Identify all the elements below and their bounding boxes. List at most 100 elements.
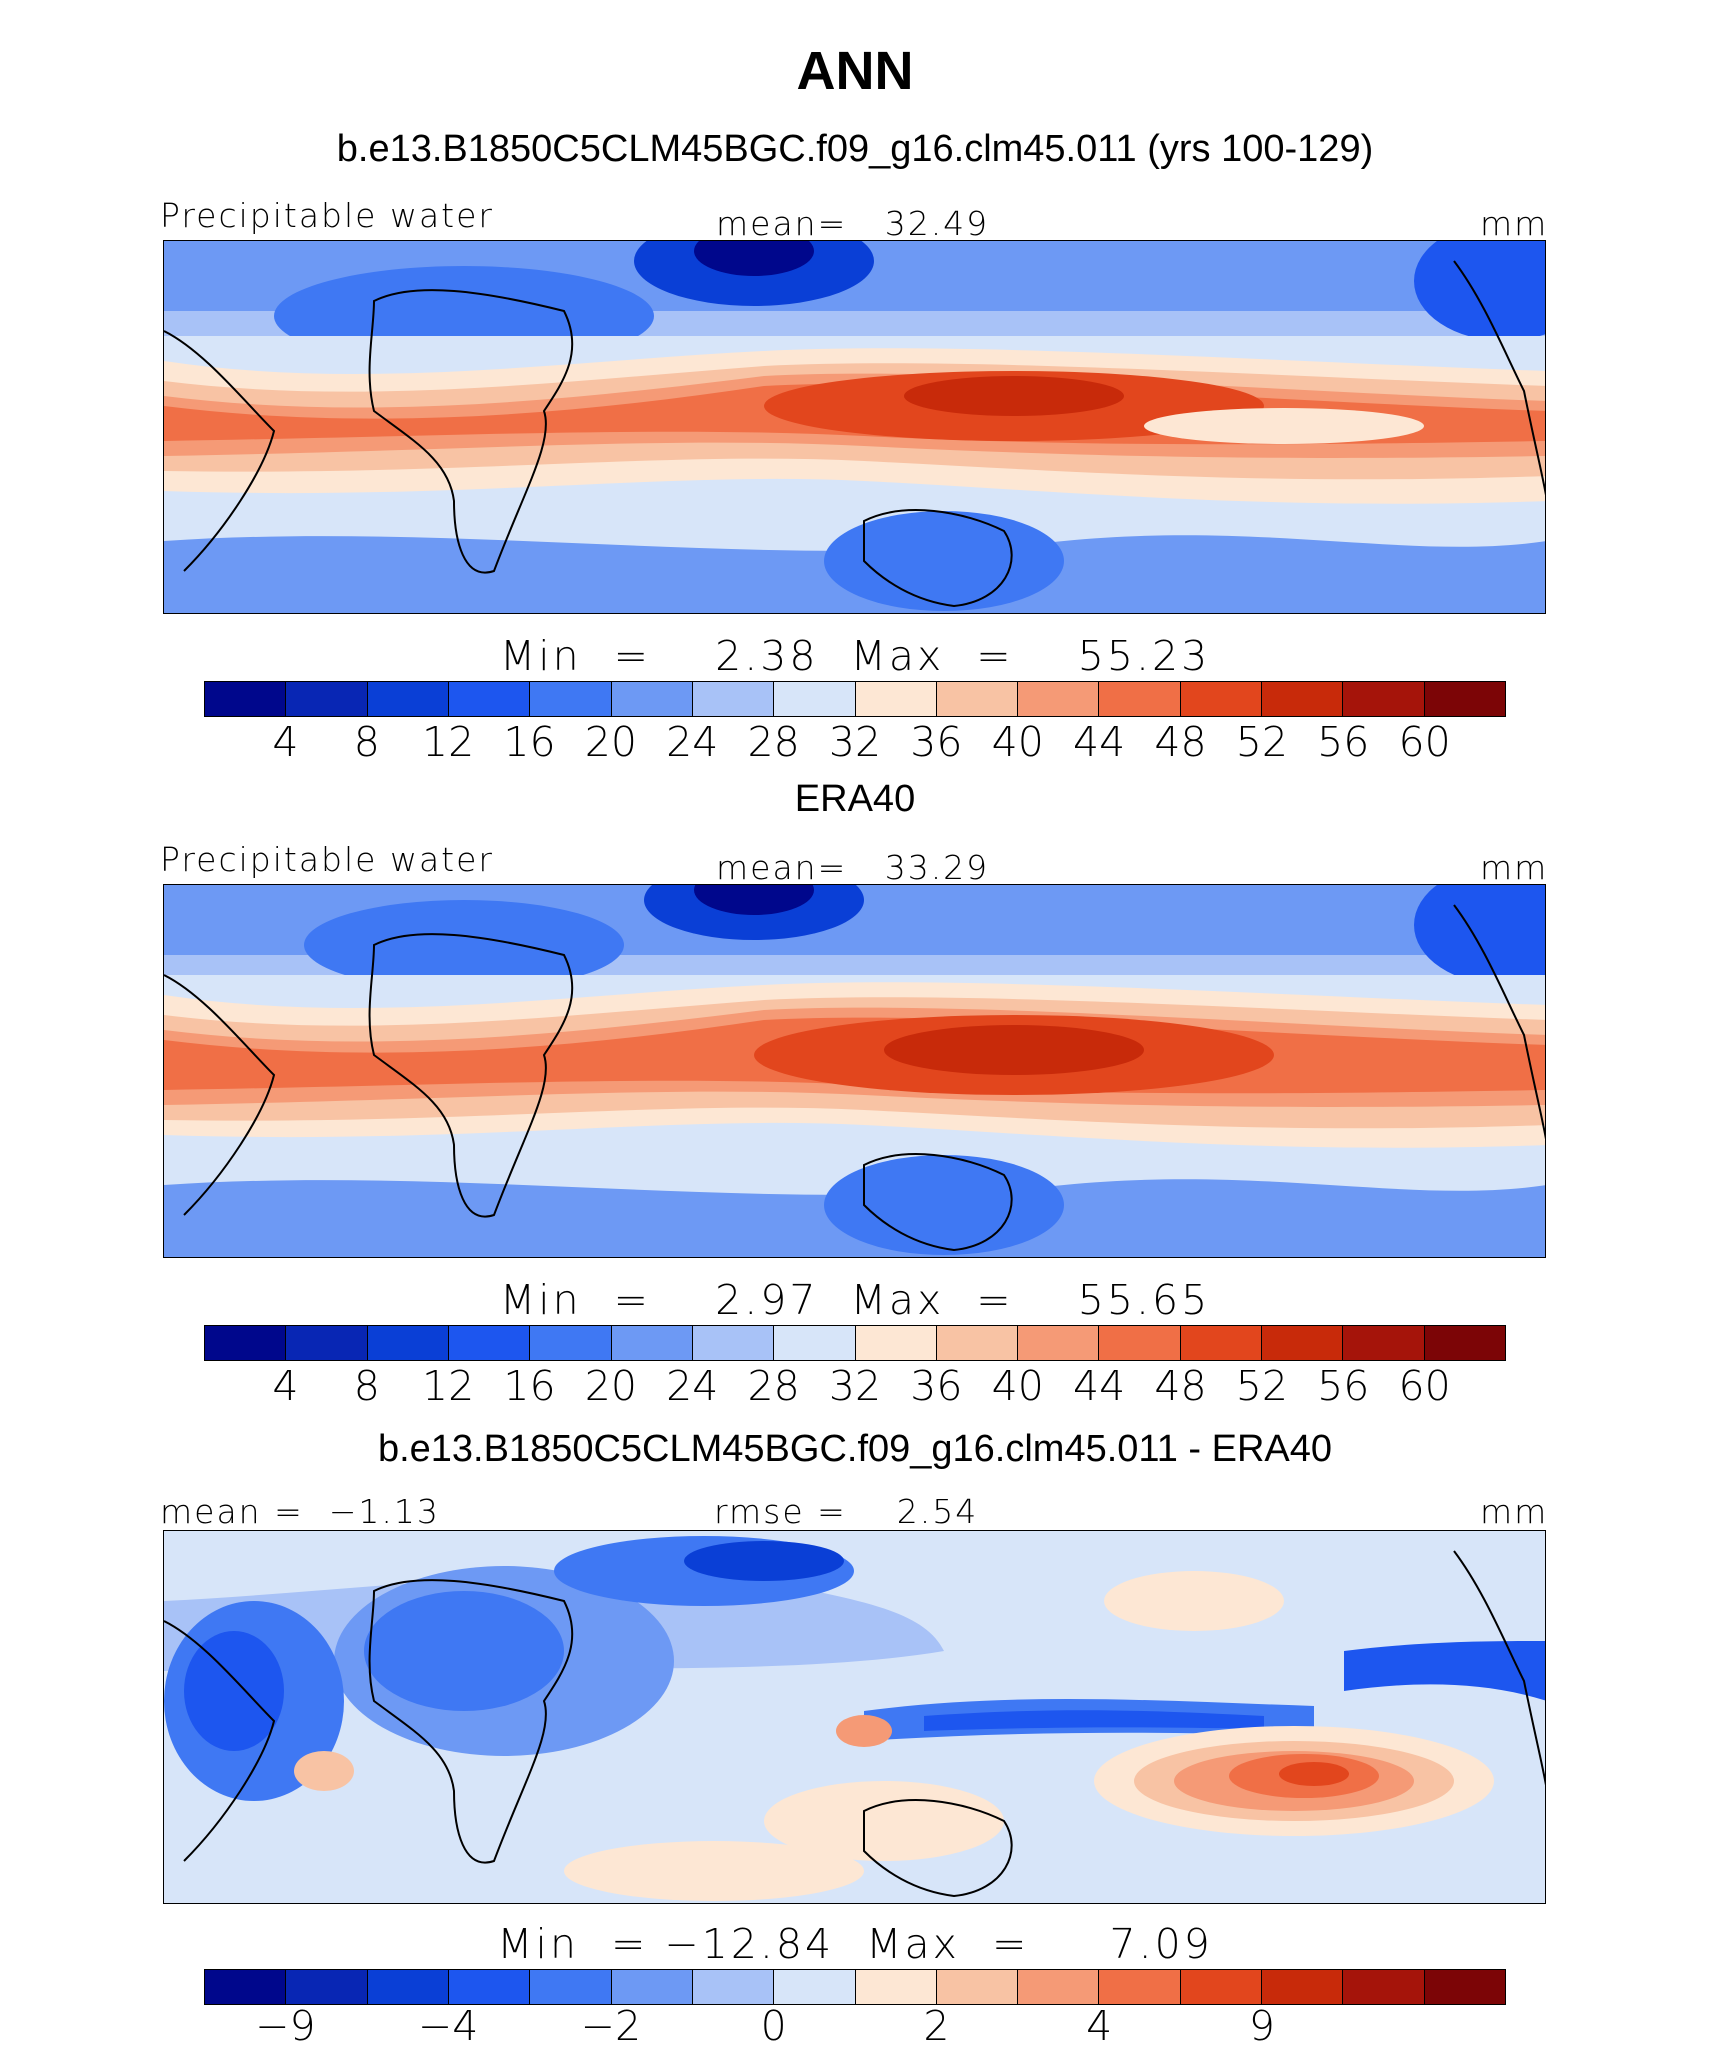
- panel3-mean-label: mean = −1.13: [160, 1492, 440, 1531]
- panel3-title: b.e13.B1850C5CLM45BGC.f09_g16.clm45.011 …: [377, 1428, 1333, 1470]
- colorbar-tick-label: 60: [1398, 718, 1451, 766]
- colorbar-tick-label: 36: [910, 1362, 963, 1410]
- colorbar-swatch: [1180, 1970, 1263, 2004]
- colorbar-swatch: [774, 682, 856, 716]
- colorbar-tick-label: 16: [503, 1362, 556, 1410]
- colorbar-swatch: [1018, 1326, 1100, 1360]
- colorbar-tick-label: 40: [991, 718, 1044, 766]
- colorbar-tick-label: 48: [1154, 1362, 1207, 1410]
- colorbar-tick-label: 4: [1086, 2002, 1113, 2050]
- panel1-units-label: mm: [1480, 204, 1549, 243]
- panel1-variable-label: Precipitable water: [160, 196, 494, 235]
- panel3-map: [163, 1530, 1546, 1904]
- colorbar-swatch: [611, 1326, 693, 1360]
- colorbar-tick-label: 9: [1248, 2002, 1275, 2050]
- colorbar-swatch: [286, 1326, 368, 1360]
- panel1-colorbar-ticks: 4 8 12 16 20 24 28 32 36 40 44 48 52 56 60: [204, 718, 1506, 768]
- colorbar-tick-label: −9: [255, 2002, 316, 2050]
- panel2-units-label: mm: [1480, 848, 1549, 887]
- colorbar-swatch: [855, 682, 937, 716]
- colorbar-swatch: [1099, 1970, 1181, 2004]
- colorbar-tick-label: 12: [422, 718, 475, 766]
- panel2-colorbar-ticks: 4 8 12 16 20 24 28 32 36 40 44 48 52 56 60: [204, 1362, 1506, 1412]
- colorbar-swatch: [448, 1970, 531, 2004]
- colorbar-swatch: [367, 1970, 449, 2004]
- panel2-mean-label: mean= 33.29: [716, 848, 990, 887]
- colorbar-swatch: [936, 1326, 1019, 1360]
- panel3-min-max: Min = −12.84 Max = 7.09: [497, 1920, 1213, 1968]
- panel1-colorbar: [204, 681, 1506, 717]
- colorbar-tick-label: 24: [666, 718, 719, 766]
- colorbar-swatch: [1424, 1326, 1505, 1360]
- colorbar-tick-label: 52: [1235, 1362, 1288, 1410]
- colorbar-swatch: [1180, 1326, 1263, 1360]
- colorbar-swatch: [286, 1970, 368, 2004]
- colorbar-swatch: [1099, 682, 1181, 716]
- colorbar-tick-label: 56: [1317, 718, 1370, 766]
- colorbar-tick-label: 12: [422, 1362, 475, 1410]
- colorbar-tick-label: 44: [1073, 1362, 1126, 1410]
- colorbar-tick-label: −4: [417, 2002, 479, 2050]
- colorbar-swatch: [1343, 682, 1425, 716]
- colorbar-tick-label: 32: [828, 1362, 882, 1410]
- colorbar-swatch: [1343, 1326, 1425, 1360]
- colorbar-swatch: [1262, 1326, 1344, 1360]
- colorbar-swatch: [692, 1970, 775, 2004]
- colorbar-swatch: [1018, 682, 1100, 716]
- colorbar-tick-label: 56: [1317, 1362, 1370, 1410]
- panel1-min-max: Min = 2.38 Max = 55.23: [499, 632, 1211, 680]
- colorbar-swatch: [774, 1970, 856, 2004]
- colorbar-tick-label: 48: [1154, 718, 1207, 766]
- panel1-mean-label: mean= 32.49: [716, 204, 990, 243]
- colorbar-swatch: [205, 1326, 287, 1360]
- colorbar-tick-label: 60: [1398, 1362, 1451, 1410]
- colorbar-swatch: [1262, 682, 1344, 716]
- panel2-colorbar: [204, 1325, 1506, 1361]
- colorbar-tick-label: 20: [584, 1362, 637, 1410]
- panel3-units-label: mm: [1480, 1492, 1549, 1531]
- colorbar-swatch: [286, 682, 368, 716]
- colorbar-tick-label: 40: [991, 1362, 1044, 1410]
- colorbar-tick-label: 2: [923, 2002, 950, 2050]
- panel2-map-field: [164, 885, 1545, 1257]
- colorbar-swatch: [936, 682, 1019, 716]
- colorbar-swatch: [1343, 1970, 1425, 2004]
- colorbar-swatch: [1262, 1970, 1344, 2004]
- colorbar-swatch: [774, 1326, 856, 1360]
- colorbar-swatch: [448, 682, 531, 716]
- figure-title: ANN: [796, 41, 914, 101]
- panel1-map: [163, 240, 1546, 614]
- colorbar-swatch: [692, 1326, 775, 1360]
- colorbar-swatch: [205, 682, 287, 716]
- panel3-colorbar-ticks: −9 −4 −2 0 2 4 9: [204, 2002, 1506, 2050]
- colorbar-swatch: [530, 1326, 612, 1360]
- colorbar-swatch: [1018, 1970, 1100, 2004]
- colorbar-tick-label: 8: [353, 718, 380, 766]
- panel2-map: [163, 884, 1546, 1258]
- colorbar-tick-label: 20: [584, 718, 637, 766]
- panel1-title: b.e13.B1850C5CLM45BGC.f09_g16.clm45.011 …: [336, 128, 1374, 170]
- colorbar-swatch: [367, 1326, 449, 1360]
- colorbar-swatch: [855, 1970, 937, 2004]
- panel2-min-max: Min = 2.97 Max = 55.65: [499, 1276, 1211, 1324]
- colorbar-tick-label: 28: [747, 718, 800, 766]
- colorbar-swatch: [936, 1970, 1019, 2004]
- colorbar-tick-label: 4: [272, 1362, 299, 1410]
- colorbar-tick-label: 36: [910, 718, 963, 766]
- colorbar-swatch: [855, 1326, 937, 1360]
- colorbar-swatch: [1099, 1326, 1181, 1360]
- colorbar-swatch: [448, 1326, 531, 1360]
- panel3-rmse-label: rmse = 2.54: [714, 1492, 979, 1531]
- colorbar-tick-label: 32: [828, 718, 882, 766]
- colorbar-tick-label: 0: [760, 2002, 787, 2050]
- colorbar-swatch: [1424, 682, 1505, 716]
- panel3-map-field: [164, 1531, 1545, 1903]
- colorbar-swatch: [611, 1970, 693, 2004]
- colorbar-swatch: [205, 1970, 287, 2004]
- colorbar-swatch: [367, 682, 449, 716]
- panel2-title: ERA40: [794, 778, 916, 820]
- colorbar-tick-label: 44: [1073, 718, 1126, 766]
- panel2-variable-label: Precipitable water: [160, 840, 494, 879]
- colorbar-tick-label: 4: [272, 718, 299, 766]
- panel3-colorbar: [204, 1969, 1506, 2005]
